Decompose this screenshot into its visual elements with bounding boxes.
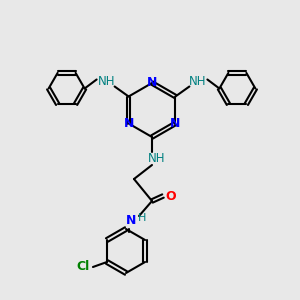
Text: H: H — [138, 213, 146, 223]
Text: O: O — [166, 190, 176, 202]
Text: N: N — [126, 214, 136, 227]
Text: NH: NH — [98, 75, 116, 88]
Text: NH: NH — [148, 152, 166, 166]
Text: N: N — [170, 117, 181, 130]
Text: N: N — [147, 76, 157, 89]
Text: Cl: Cl — [76, 260, 90, 274]
Text: N: N — [123, 117, 134, 130]
Text: NH: NH — [189, 75, 206, 88]
